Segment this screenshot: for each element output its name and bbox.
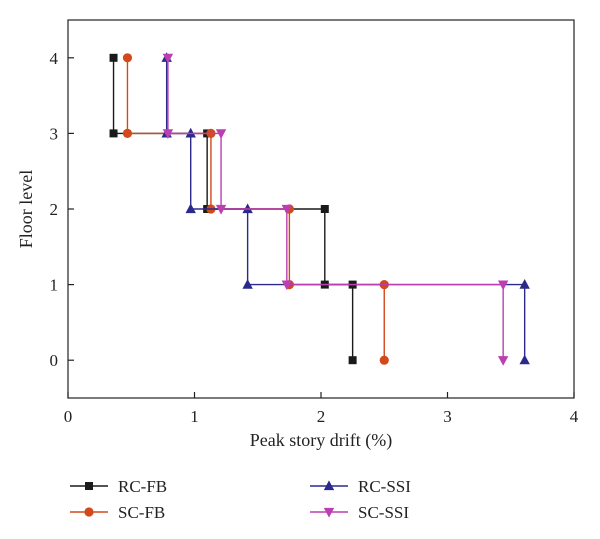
data-point <box>281 204 293 215</box>
y-tick-label: 1 <box>50 276 59 295</box>
data-point <box>109 129 118 138</box>
data-point <box>162 129 174 139</box>
x-tick-label: 3 <box>443 407 452 426</box>
legend-label: RC-FB <box>118 477 167 496</box>
legend-label: SC-FB <box>118 503 165 522</box>
y-tick-label: 0 <box>50 351 59 370</box>
legend-marker <box>84 507 94 517</box>
legend-label: RC-SSI <box>358 477 411 496</box>
legend-marker <box>323 480 335 491</box>
data-point <box>519 354 530 365</box>
data-point <box>497 280 509 291</box>
data-point <box>215 204 227 215</box>
legend-marker <box>85 482 93 490</box>
axis-layer: 0 1 2 3 4 0 1 2 3 4 <box>50 49 579 426</box>
data-point <box>109 53 118 62</box>
series-line <box>167 57 504 361</box>
x-axis-label: Peak story drift (%) <box>250 430 392 451</box>
data-point <box>320 205 329 213</box>
data-point <box>497 356 509 366</box>
data-point <box>122 128 133 138</box>
data-point <box>185 127 196 138</box>
data-point <box>379 355 389 365</box>
x-tick-label: 2 <box>317 407 326 426</box>
y-tick-label: 2 <box>50 200 59 219</box>
series-layer <box>109 52 530 366</box>
series-sc-ssi <box>162 53 509 366</box>
y-tick-label: 4 <box>50 49 59 68</box>
data-point <box>215 129 227 139</box>
legend-marker <box>323 507 335 518</box>
legend: RC-FB SC-FB RC-SSI SC-SSI <box>70 477 411 522</box>
data-point <box>185 203 196 214</box>
y-axis-label: Floor level <box>16 170 36 249</box>
data-point <box>281 280 293 291</box>
y-tick-label: 3 <box>50 124 59 143</box>
series-rc-ssi <box>161 52 530 365</box>
data-point <box>242 279 253 289</box>
data-point <box>242 203 253 214</box>
legend-item-sc-fb: SC-FB <box>70 503 165 522</box>
data-point <box>348 356 357 365</box>
legend-label: SC-SSI <box>358 503 409 522</box>
x-tick-label: 0 <box>64 407 73 426</box>
x-tick-label: 1 <box>190 407 199 426</box>
data-point <box>519 279 530 289</box>
legend-item-rc-ssi: RC-SSI <box>310 477 411 496</box>
legend-item-rc-fb: RC-FB <box>70 477 167 496</box>
data-point <box>162 53 174 64</box>
x-tick-label: 4 <box>570 407 579 426</box>
legend-item-sc-ssi: SC-SSI <box>310 503 409 522</box>
data-point <box>122 53 133 63</box>
